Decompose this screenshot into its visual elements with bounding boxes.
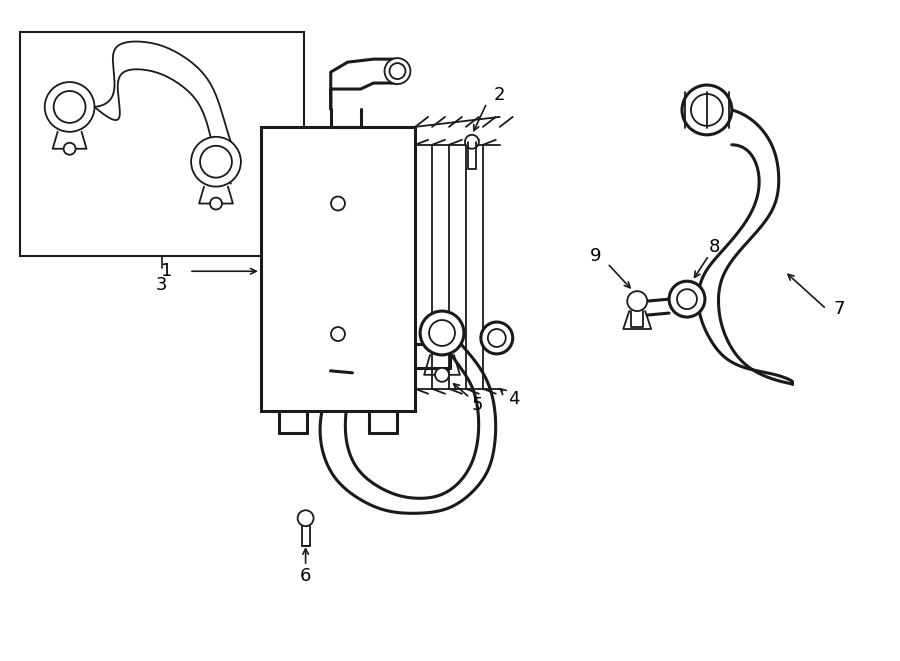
Circle shape — [669, 281, 705, 317]
Circle shape — [331, 196, 345, 210]
Circle shape — [54, 91, 86, 123]
Text: 6: 6 — [300, 567, 311, 585]
Circle shape — [488, 329, 506, 347]
Text: 5: 5 — [471, 396, 482, 414]
Text: 3: 3 — [156, 276, 167, 294]
Text: 2: 2 — [494, 86, 506, 104]
Circle shape — [435, 368, 449, 382]
Text: 7: 7 — [833, 300, 845, 318]
Circle shape — [420, 311, 464, 355]
Circle shape — [64, 143, 76, 155]
Circle shape — [384, 58, 410, 84]
Circle shape — [331, 327, 345, 341]
Text: 8: 8 — [709, 239, 721, 256]
Circle shape — [210, 198, 222, 210]
Circle shape — [677, 289, 697, 309]
Circle shape — [298, 510, 313, 526]
Text: 1: 1 — [160, 262, 172, 280]
Circle shape — [691, 94, 723, 126]
Bar — [261, 127, 415, 410]
Circle shape — [627, 291, 647, 311]
Circle shape — [45, 82, 94, 132]
Circle shape — [191, 137, 241, 186]
Circle shape — [682, 85, 732, 135]
Circle shape — [200, 146, 232, 178]
Circle shape — [390, 63, 405, 79]
Circle shape — [481, 322, 513, 354]
Text: 4: 4 — [508, 390, 519, 408]
Text: 9: 9 — [590, 247, 601, 265]
Bar — [20, 32, 303, 256]
Circle shape — [465, 135, 479, 149]
Circle shape — [429, 320, 455, 346]
